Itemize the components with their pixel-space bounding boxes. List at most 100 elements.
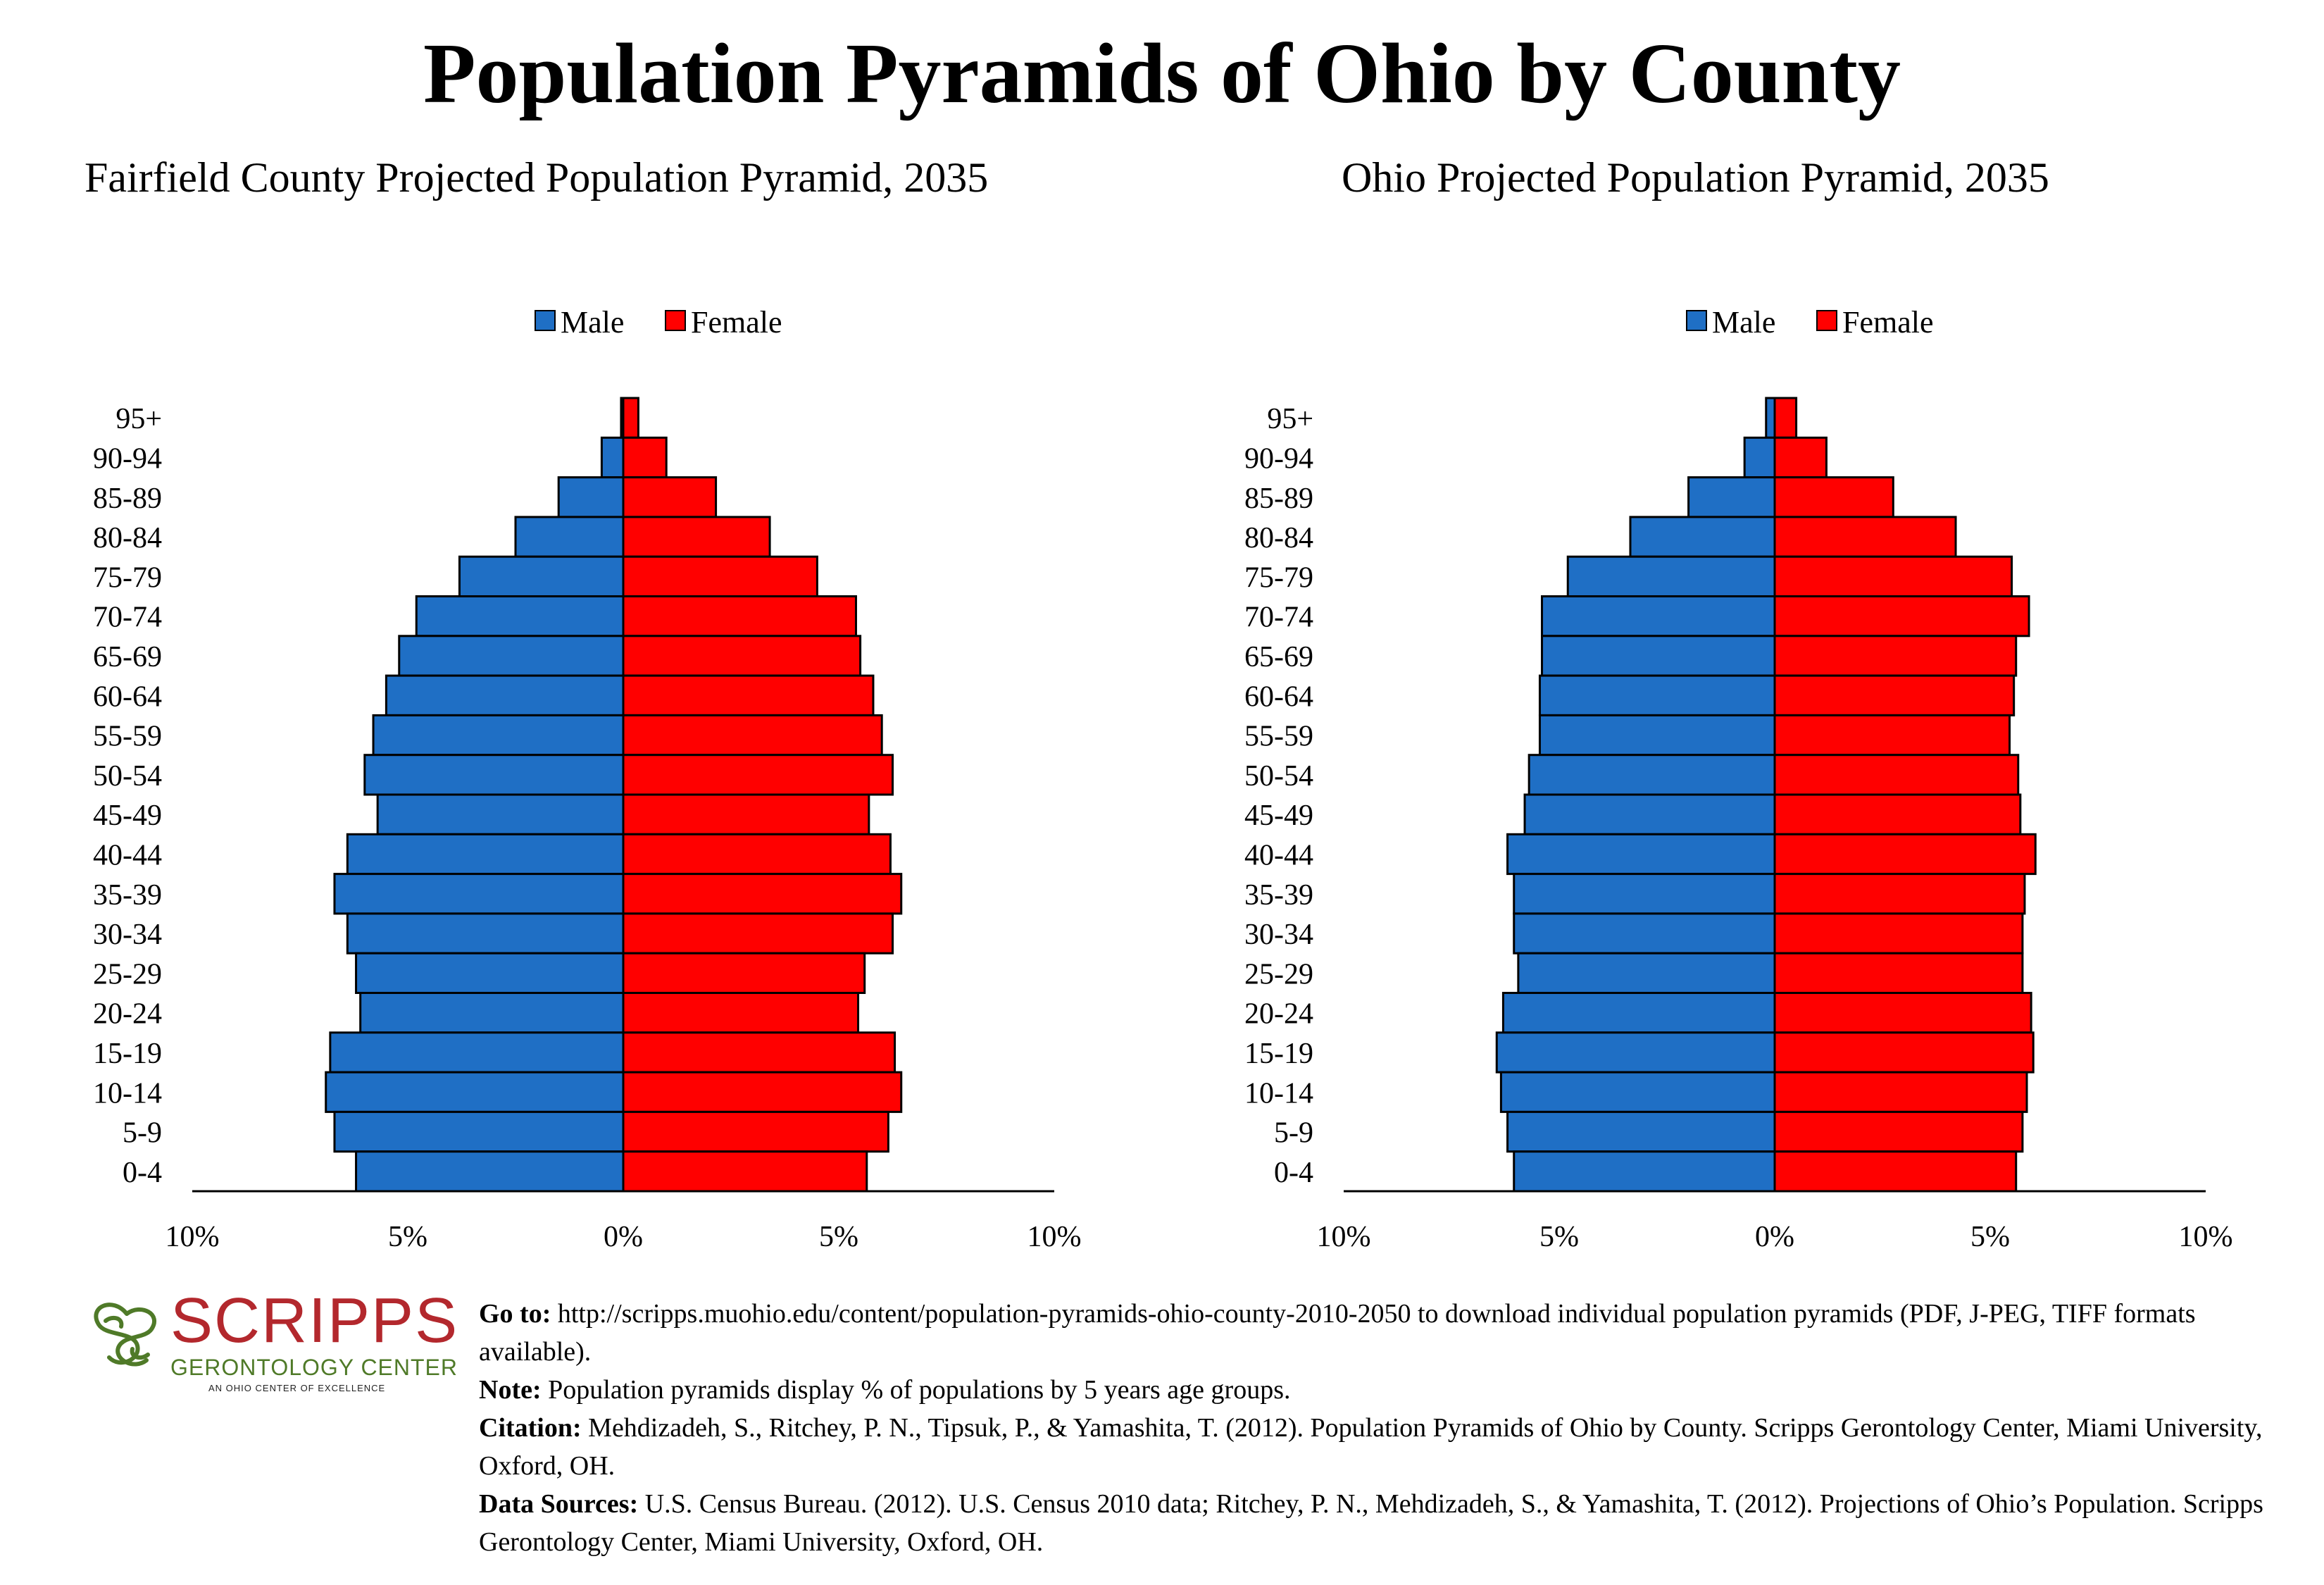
bar-male xyxy=(355,952,625,994)
logo-wordmark: SCRIPPS xyxy=(170,1286,459,1356)
age-group-label: 75-79 xyxy=(93,561,162,594)
bar-female xyxy=(622,873,903,915)
bar-female xyxy=(622,833,892,876)
age-group-label: 45-49 xyxy=(93,800,162,832)
age-group-label: 50-54 xyxy=(1244,760,1313,792)
bar-female xyxy=(622,555,818,598)
x-tick-label: 10% xyxy=(165,1221,220,1253)
bar-male xyxy=(1517,952,1776,994)
bar-female xyxy=(1773,516,1957,558)
bar-female xyxy=(1773,793,2022,835)
age-group-label: 85-89 xyxy=(93,483,162,515)
x-tick-label: 5% xyxy=(819,1221,858,1253)
age-group-label: 15-19 xyxy=(93,1038,162,1070)
age-group-label: 25-29 xyxy=(93,958,162,990)
age-group-label: 5-9 xyxy=(123,1117,162,1150)
chart-title-ohio: Ohio Projected Population Pyramid, 2035 xyxy=(1342,154,2049,201)
legend-swatch-male xyxy=(1686,310,1707,331)
legend-label-female: Female xyxy=(1842,305,1934,340)
scripps-swirl-icon xyxy=(94,1303,157,1367)
age-group-label: 20-24 xyxy=(1244,998,1313,1031)
bar-female xyxy=(1773,595,2030,638)
citation-row: Citation: Mehdizadeh, S., Ritchey, P. N.… xyxy=(479,1409,2310,1485)
age-group-label: 35-39 xyxy=(1244,879,1313,912)
bar-female xyxy=(622,595,857,638)
bar-female xyxy=(1773,436,1828,479)
x-tick-label: 10% xyxy=(2179,1221,2233,1253)
bar-male xyxy=(1523,793,1776,835)
bar-female xyxy=(1773,833,2037,876)
bar-female xyxy=(622,476,718,518)
bar-male xyxy=(1629,516,1776,558)
age-group-label: 60-64 xyxy=(1244,680,1313,713)
page-title: Population Pyramids of Ohio by County xyxy=(423,26,1901,121)
bar-male xyxy=(372,714,625,757)
bar-female xyxy=(622,1071,903,1113)
bar-male xyxy=(359,992,625,1034)
bar-male xyxy=(1513,1150,1776,1193)
goto-text: http://scripps.muohio.edu/content/popula… xyxy=(479,1299,2196,1367)
bar-male xyxy=(1687,476,1776,518)
bar-female xyxy=(622,1150,868,1193)
chart-title-fairfield: Fairfield County Projected Population Py… xyxy=(85,154,989,201)
age-group-label: 15-19 xyxy=(1244,1038,1313,1070)
bar-female xyxy=(622,1031,897,1074)
legend-label-female: Female xyxy=(691,305,782,340)
bar-male xyxy=(355,1150,625,1193)
bar-male xyxy=(329,1031,625,1074)
bar-male xyxy=(1538,674,1776,716)
age-group-label: 80-84 xyxy=(1244,522,1313,554)
bar-female xyxy=(1773,674,2016,716)
age-group-label: 65-69 xyxy=(93,641,162,673)
bar-male xyxy=(1765,397,1776,439)
legend-label-male: Male xyxy=(561,305,624,340)
legend-label-male: Male xyxy=(1712,305,1775,340)
bar-male xyxy=(1541,635,1776,677)
age-group-label: 95+ xyxy=(1267,403,1313,435)
age-group-label: 10-14 xyxy=(93,1077,162,1110)
age-group-label: 30-34 xyxy=(1244,919,1313,951)
age-group-label: 50-54 xyxy=(93,760,162,792)
bar-female xyxy=(1773,714,2011,757)
bar-male xyxy=(333,1110,625,1153)
bar-female xyxy=(1773,1071,2028,1113)
bar-female xyxy=(622,516,771,558)
age-group-label: 60-64 xyxy=(93,680,162,713)
bar-male xyxy=(557,476,625,518)
x-tick-label: 0% xyxy=(1755,1221,1794,1253)
x-tick-label: 5% xyxy=(1539,1221,1579,1253)
bar-female xyxy=(622,397,639,439)
age-group-label: 70-74 xyxy=(93,602,162,634)
x-tick-label: 10% xyxy=(1317,1221,1371,1253)
citation-text: Mehdizadeh, S., Ritchey, P. N., Tipsuk, … xyxy=(479,1413,2263,1481)
legend-swatch-male xyxy=(535,310,556,331)
footer-notes: Go to: http://scripps.muohio.edu/content… xyxy=(479,1295,2310,1561)
age-group-label: 95+ xyxy=(115,403,162,435)
goto-note: Go to: http://scripps.muohio.edu/content… xyxy=(479,1295,2310,1371)
bar-male xyxy=(1506,1110,1776,1153)
bar-male xyxy=(1743,436,1776,479)
age-group-label: 80-84 xyxy=(93,522,162,554)
x-tick-label: 0% xyxy=(604,1221,643,1253)
bar-male xyxy=(458,555,625,598)
bar-male xyxy=(346,833,625,876)
age-group-label: 85-89 xyxy=(1244,483,1313,515)
population-pyramids-chart: Male Female 95+ 90-94 85-89 80-84 75-79 70-74 65… xyxy=(93,305,2233,1253)
age-group-label: 20-24 xyxy=(93,998,162,1031)
bar-male xyxy=(1541,595,1776,638)
bar-female xyxy=(622,635,862,677)
bar-female xyxy=(622,754,894,796)
goto-label: Go to: xyxy=(479,1299,551,1329)
bar-male xyxy=(1495,1031,1776,1074)
age-group-label: 45-49 xyxy=(1244,800,1313,832)
bar-female xyxy=(1773,555,2013,598)
age-group-label: 70-74 xyxy=(1244,602,1313,634)
bar-female xyxy=(1773,1150,2018,1193)
sources-row: Data Sources: U.S. Census Bureau. (2012)… xyxy=(479,1485,2310,1561)
age-group-label: 55-59 xyxy=(93,721,162,753)
legend-swatch-female xyxy=(665,310,686,331)
logo-subtitle: GERONTOLOGY CENTER xyxy=(170,1355,458,1380)
bar-male xyxy=(600,436,625,479)
age-group-label: 90-94 xyxy=(93,442,162,475)
bar-female xyxy=(622,992,860,1034)
